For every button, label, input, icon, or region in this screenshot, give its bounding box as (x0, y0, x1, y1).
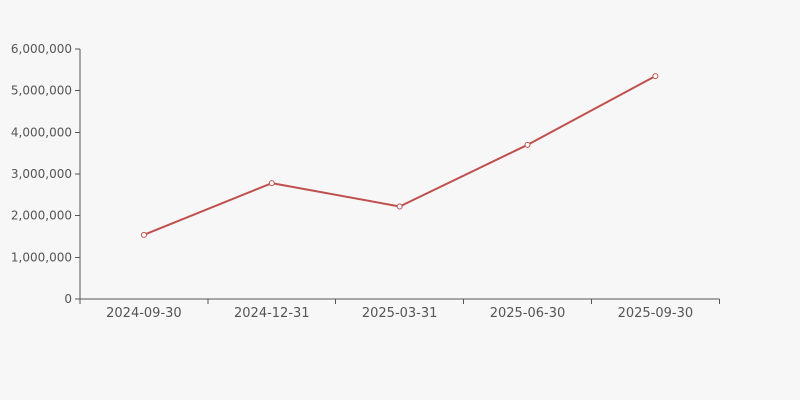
data-point-marker[interactable] (396, 203, 403, 210)
x-tick-label: 2025-06-30 (490, 306, 566, 321)
x-tick-label: 2024-09-30 (106, 306, 182, 321)
y-tick-label: 5,000,000 (11, 84, 72, 98)
data-point-marker[interactable] (140, 231, 147, 238)
y-tick-label: 6,000,000 (11, 42, 72, 56)
y-tick-label: 0 (64, 292, 72, 306)
data-point-marker[interactable] (652, 73, 659, 80)
y-tick-label: 3,000,000 (11, 167, 72, 181)
y-tick-label: 2,000,000 (11, 209, 72, 223)
y-tick-label: 1,000,000 (11, 250, 72, 264)
x-tick-label: 2024-12-31 (234, 306, 310, 321)
x-tick-label: 2025-09-30 (618, 306, 694, 321)
data-point-marker[interactable] (268, 180, 275, 187)
data-point-marker[interactable] (524, 141, 531, 148)
y-tick-label: 4,000,000 (11, 125, 72, 139)
x-tick-label: 2025-03-31 (362, 306, 438, 321)
series-line (142, 75, 657, 236)
